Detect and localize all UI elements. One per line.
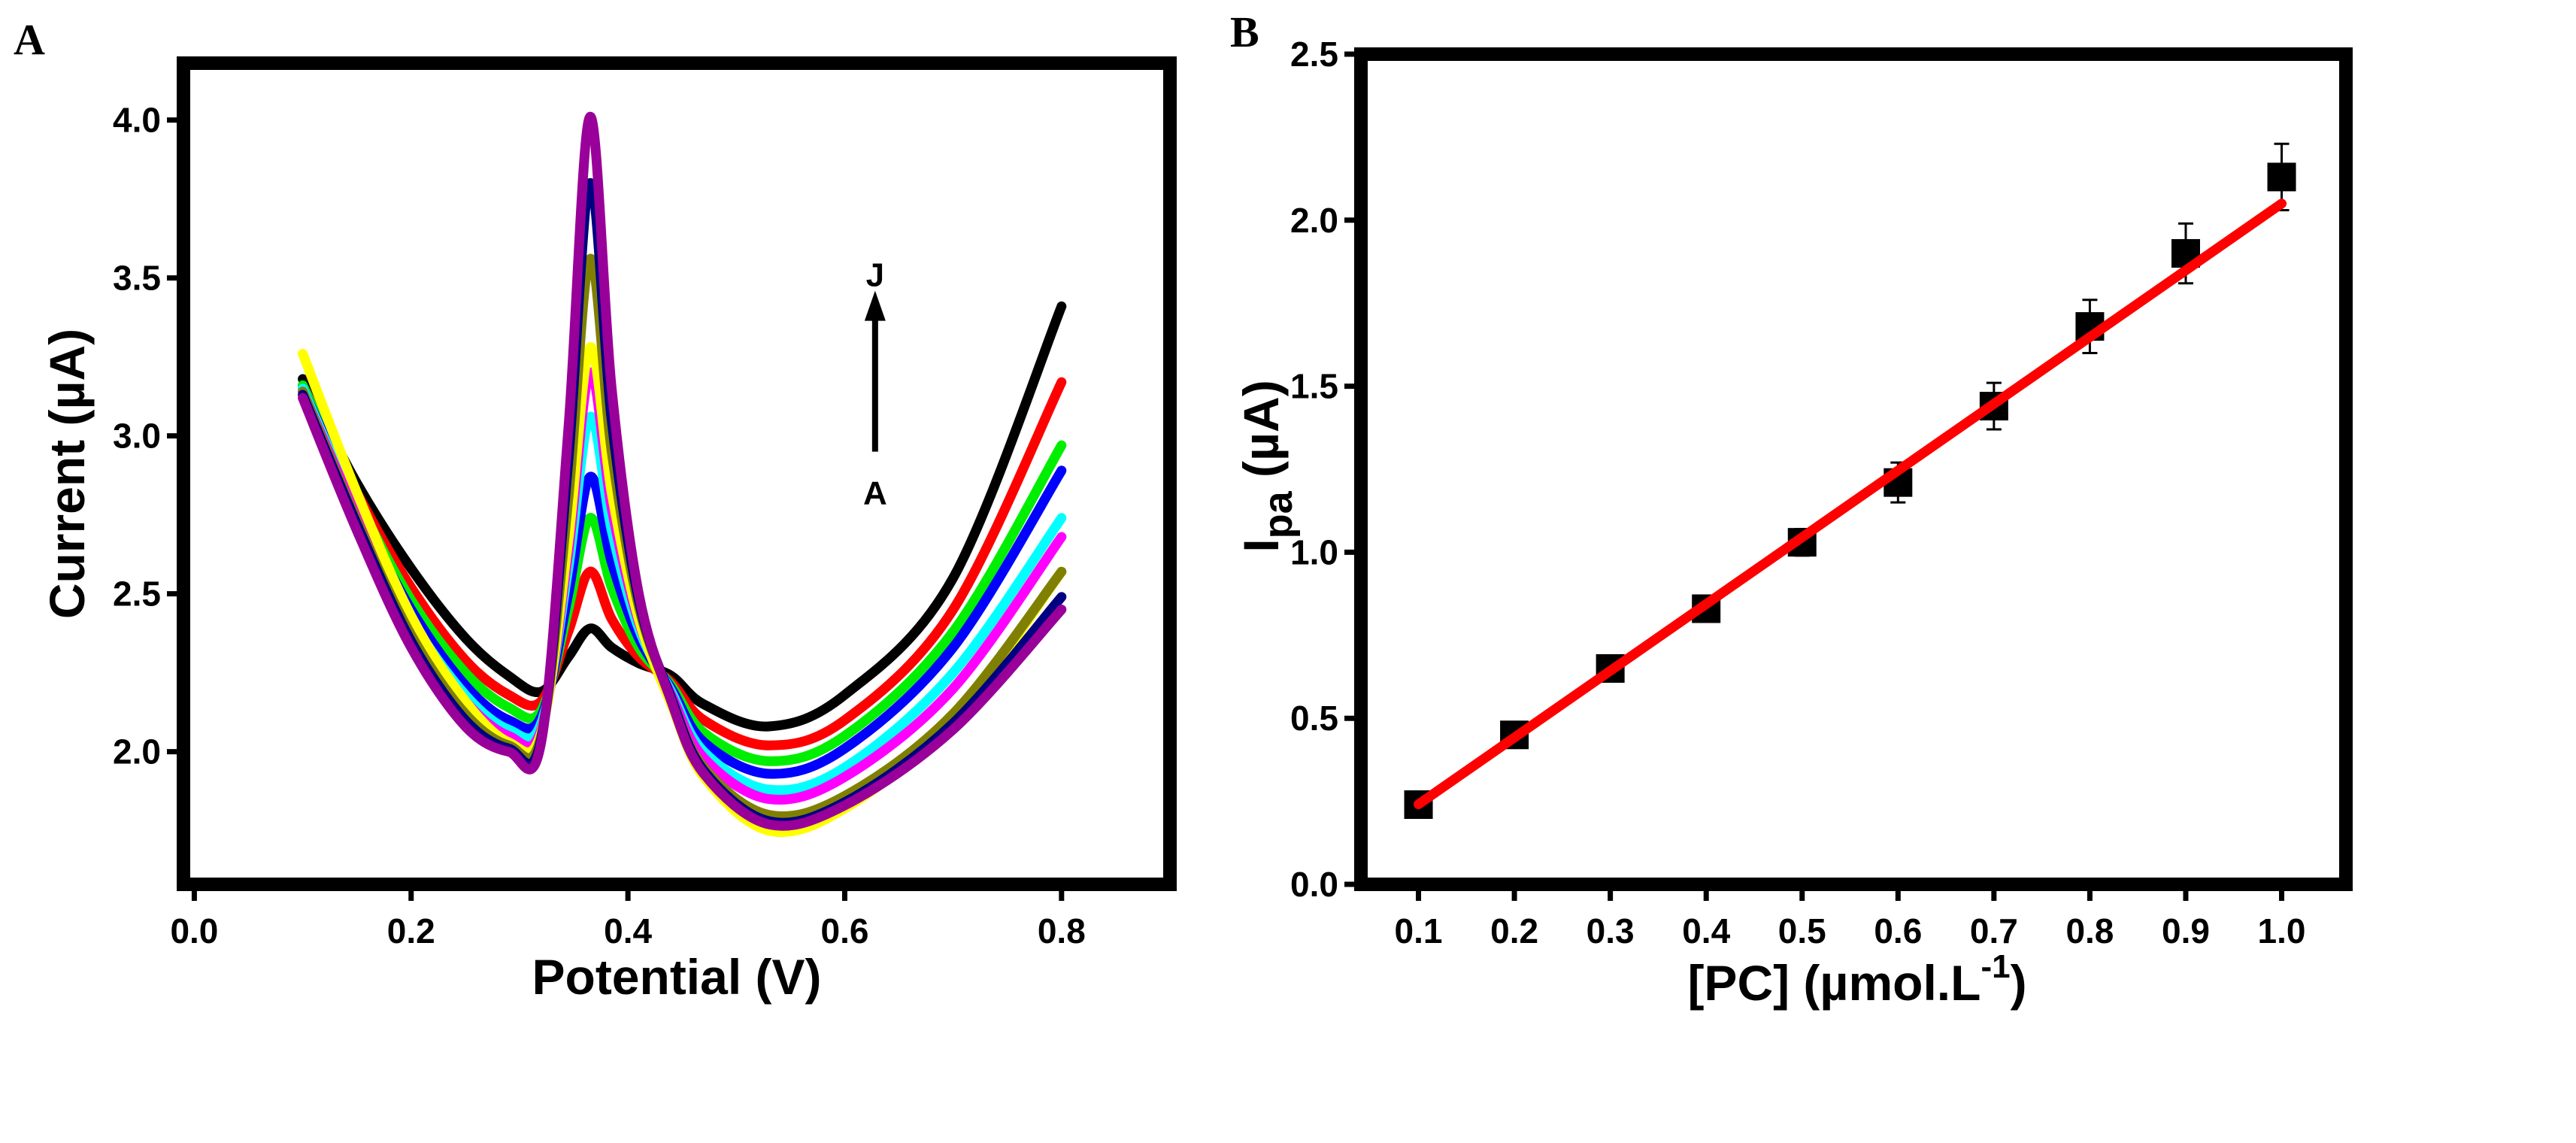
panel-label-a: A [14, 15, 45, 64]
x-tick-label-b: 0.5 [1778, 911, 1826, 950]
x-tick-label-b: 1.0 [2258, 911, 2306, 950]
y-axis-title-b-main: I [1233, 538, 1289, 552]
x-tick-label-b: 0.1 [1395, 911, 1443, 950]
x-tick-label-b: 0.7 [1970, 911, 2018, 950]
y-axis-title-a: Current (µA) [39, 329, 95, 619]
arrow-label-start: A [863, 475, 887, 512]
series-line-B [298, 377, 1067, 750]
y-tick-label-a: 3.5 [113, 259, 161, 298]
y-tick-label-a: 4.0 [113, 101, 161, 140]
x-axis-title-a: Potential (V) [532, 949, 821, 1005]
panel-b-calibration: 0.1 0.2 0.3 0.4 0.5 0.6 0.7 0.8 0.9 1.0 0.0 0.5 1.0 1… [1290, 35, 2353, 950]
y-axis-title-b-end: (µA) [1233, 380, 1289, 491]
fit-line [1414, 199, 2287, 810]
x-tick-label-b: 0.2 [1490, 911, 1538, 950]
series-line-J [298, 111, 1067, 831]
y-tick-label-b: 1.0 [1290, 532, 1338, 572]
plot-frame-a [177, 56, 1177, 891]
y-tick-label-a: 3.0 [113, 417, 161, 456]
x-axis-title-b-sup: -1 [1980, 948, 2010, 985]
panel-a-voltammograms: A J 0.0 0.2 0.4 0.6 0.8 2.0 2.5 3.0 3.5 4.0 [113, 56, 1177, 950]
y-tick-label-b: 0.5 [1290, 699, 1338, 738]
x-tick-label-a: 0.0 [170, 911, 218, 950]
x-tick-label-b: 0.8 [2065, 911, 2114, 950]
y-tick-label-b: 2.0 [1290, 201, 1338, 240]
series-line-C [298, 380, 1067, 766]
y-tick-label-a: 2.0 [113, 732, 161, 772]
x-tick-label-a: 0.8 [1038, 911, 1086, 950]
y-axis-title-b: Ipa (µA) [1233, 380, 1301, 552]
y-tick-label-b: 1.5 [1290, 367, 1338, 406]
x-tick-label-a: 0.2 [387, 911, 435, 950]
x-tick-label-b: 0.6 [1874, 911, 1922, 950]
x-axis-title-b: [PC] (µmol.L-1) [1687, 948, 2026, 1011]
y-tick-label-b: 2.5 [1290, 35, 1338, 74]
y-tick-label-a: 2.5 [113, 575, 161, 614]
x-tick-label-b: 0.4 [1682, 911, 1730, 950]
panel-label-b: B [1230, 8, 1259, 56]
series-line-A [298, 301, 1067, 732]
x-axis-title-b-end: ) [2011, 955, 2027, 1011]
plot-frame-b [1354, 47, 2353, 891]
y-tick-label-b: 0.0 [1290, 865, 1338, 904]
data-point [2267, 162, 2296, 192]
arrow-head-icon [864, 290, 886, 321]
x-tick-label-a: 0.6 [820, 911, 868, 950]
x-tick-label-b: 0.3 [1587, 911, 1635, 950]
x-tick-label-a: 0.4 [604, 911, 652, 950]
y-axis-title-b-sub: pa [1256, 490, 1301, 538]
arrow-label-end: J [866, 257, 884, 294]
x-tick-label-b: 0.9 [2162, 911, 2210, 950]
x-axis-title-b-main: [PC] (µmol.L [1687, 955, 1980, 1011]
